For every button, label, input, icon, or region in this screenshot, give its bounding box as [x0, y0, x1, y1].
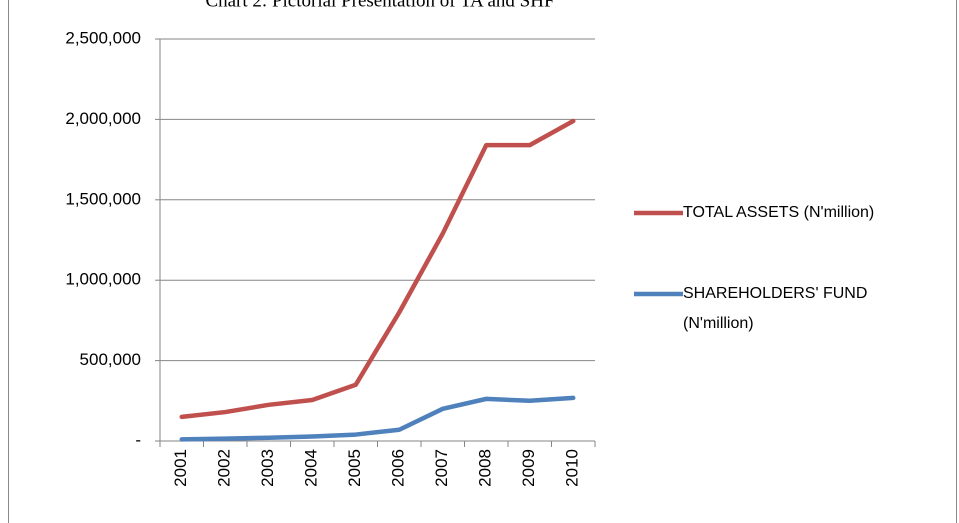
x-tick-label: 2010 — [563, 449, 582, 487]
y-tick-label: 2,000,000 — [65, 109, 141, 128]
chart-title: Chart 2: Pictorial Presentation of TA an… — [205, 0, 554, 11]
x-tick-label: 2005 — [345, 449, 364, 487]
x-tick-label: 2001 — [171, 449, 190, 487]
legend-label: TOTAL ASSETS (N'million) — [683, 204, 875, 221]
data-line — [179, 395, 576, 442]
x-tick-label: 2002 — [215, 449, 234, 487]
x-tick-label: 2009 — [519, 449, 538, 487]
y-tick-label: - — [135, 430, 141, 449]
x-tick-label: 2006 — [389, 449, 408, 487]
y-tick-label: 1,500,000 — [65, 189, 141, 208]
y-tick-label: 1,000,000 — [65, 270, 141, 289]
x-tick-label: 2003 — [258, 449, 277, 487]
legend-label: SHAREHOLDERS' FUND (N'million) — [683, 285, 868, 332]
chart-frame — [8, 0, 957, 523]
x-tick-label: 2007 — [432, 449, 451, 487]
data-line — [179, 118, 576, 420]
y-tick-label: 2,500,000 — [65, 28, 141, 47]
y-tick-label: 500,000 — [80, 350, 141, 369]
x-tick-label: 2004 — [302, 449, 321, 487]
x-tick-label: 2008 — [476, 449, 495, 487]
